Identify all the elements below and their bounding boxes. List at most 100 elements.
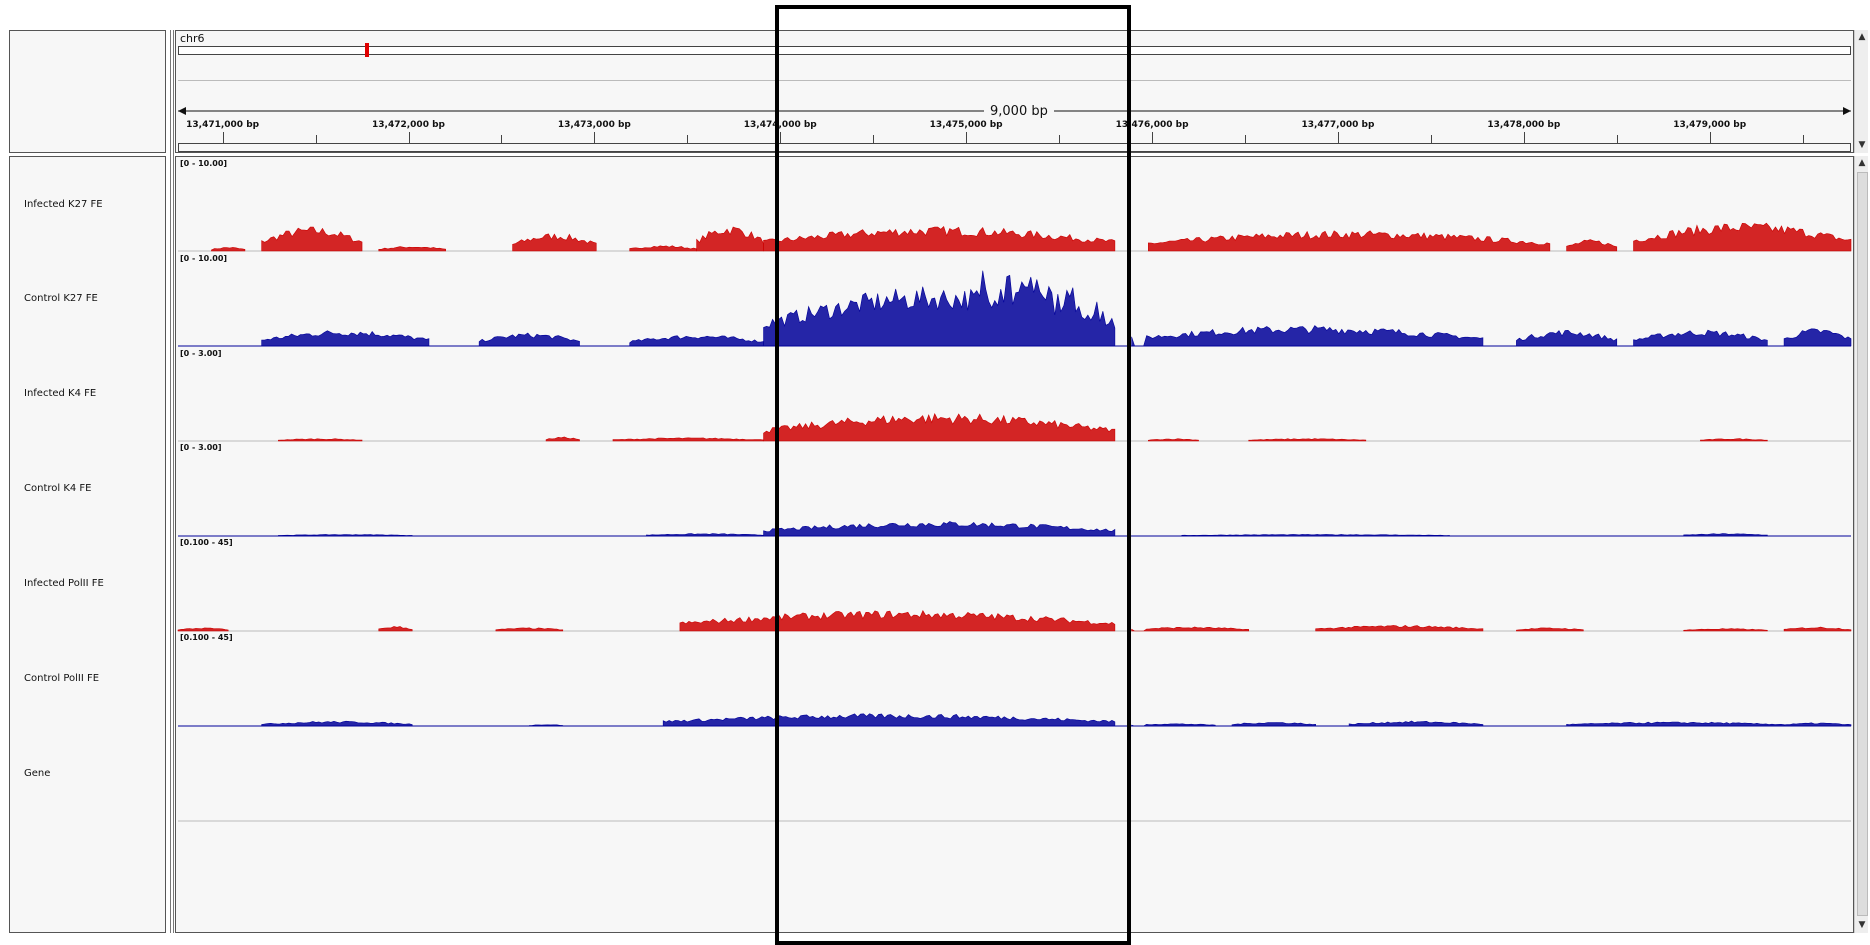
data-scrollbar[interactable]: ▲ ▼ [1854,156,1868,933]
ruler-tick [594,132,596,143]
coverage-segment [629,335,764,347]
coverage-segment [1131,723,1216,727]
ruler-tick-label: 13,471,000 bp [186,120,260,130]
span-label: 9,000 bp [984,104,1054,119]
scroll-down-icon[interactable]: ▼ [1858,140,1866,150]
data-range-control-polii: [0.100 - 45] [180,633,233,642]
track-name-control-polii[interactable]: Control PolII FE [24,673,100,684]
header-scrollbar[interactable]: ▲ ▼ [1854,30,1868,153]
data-range-infected-k27: [0 - 10.00] [180,159,228,168]
scroll-up-icon[interactable]: ▲ [1858,32,1866,42]
coverage-segment [261,720,413,727]
tracks-canvas [177,222,1852,822]
coverage-segment [211,247,246,252]
attribute-divider[interactable] [170,30,174,933]
ruler-minor-tick [687,135,689,143]
ruler-minor-tick [1059,135,1061,143]
coverage-segment [278,534,413,537]
coverage-segment [612,437,764,442]
ruler-tick [1709,132,1711,143]
ruler-bottom [178,151,1851,152]
ruler-minor-tick [1616,135,1618,143]
track-name-gene[interactable]: Gene [24,768,51,779]
coverage-segment [278,438,363,442]
coverage-segment [629,245,697,252]
coverage-segment [1516,627,1584,632]
coverage-segment [1348,720,1484,727]
coverage-segment [378,626,413,632]
ruler-tick-label: 13,475,000 bp [929,120,1003,130]
track-name-control-k4[interactable]: Control K4 FE [24,483,92,494]
ideogram-separator [178,80,1851,81]
chromosome-ideogram[interactable] [178,46,1851,55]
coverage-segment [1148,230,1551,252]
coverage-segment [1231,722,1316,727]
coverage-segment [1315,625,1484,632]
scroll-down-icon[interactable]: ▼ [1858,920,1866,930]
coverage-segment [763,521,1116,537]
coverage-segment [1131,626,1250,632]
coverage-segment [1783,626,1852,632]
ruler-tick [1152,132,1154,143]
coverage-segment [1181,534,1450,537]
ruler-minor-tick [501,135,503,143]
coverage-segment [1516,329,1618,347]
name-panel-header [9,30,166,153]
ruler-tick [1523,132,1525,143]
data-range-control-k4: [0 - 3.00] [180,443,222,452]
coverage-segment [1783,722,1852,727]
coverage-segment [1566,721,1785,727]
coverage-segment [545,436,580,442]
data-range-infected-k4: [0 - 3.00] [180,349,222,358]
coverage-segment [261,330,430,347]
track-name-infected-polii[interactable]: Infected PolII FE [24,578,104,589]
ruler-tick [1337,132,1339,143]
coverage-segment [1633,329,1768,347]
chromosome-label: chr6 [180,32,205,45]
ruler-minor-tick [1802,135,1804,143]
highlight-region-box [775,5,1131,945]
ruler-tick-label: 13,474,000 bp [743,120,817,130]
ruler-right-edge [1850,143,1851,152]
coverage-segment [646,533,764,537]
coverage-segment [696,226,764,252]
coverage-segment [763,225,1116,252]
data-panel: [0 - 10.00] [0 - 10.00] [0 - 3.00] [0 - … [175,156,1854,933]
coverage-segment [261,226,363,252]
data-range-infected-polii: [0.100 - 45] [180,538,233,547]
ruler-tick-label: 13,478,000 bp [1487,120,1561,130]
coverage-segment [763,413,1116,442]
coverage-segment [1566,239,1618,252]
coverage-segment [1783,328,1852,347]
coverage-segment [1248,438,1367,442]
ruler-minor-tick [1245,135,1246,143]
coverage-segment [763,270,1116,347]
ruler-tick-label: 13,477,000 bp [1301,120,1375,130]
ruler-tick-label: 13,479,000 bp [1673,120,1747,130]
ruler-tick [966,132,968,143]
coverage-segment [529,724,564,727]
coverage-segment [1683,533,1768,537]
coverage-segment [478,332,580,347]
track-name-infected-k4[interactable]: Infected K4 FE [24,388,97,399]
data-range-control-k27: [0 - 10.00] [180,254,228,263]
scroll-up-icon[interactable]: ▲ [1858,158,1866,168]
ruler-tick-label: 13,473,000 bp [557,120,631,130]
scroll-thumb[interactable] [1857,172,1868,916]
ruler-tick-label: 13,476,000 bp [1115,120,1189,130]
coverage-segment [1131,325,1484,347]
coverage-segment [512,233,597,252]
ruler-panel: chr6 9,000 bp 13,471,000 bp 13,472,000 bp… [175,30,1854,153]
coverage-segment [1683,628,1768,632]
coverage-segment [177,627,229,632]
ruler-tick [408,132,410,143]
coverage-segment [378,246,446,252]
ruler-minor-tick [1430,135,1432,143]
coverage-segment [679,610,1116,632]
ruler-ticks: 13,471,000 bp 13,472,000 bp 13,473,000 bp 1… [176,31,1855,154]
track-name-control-k27[interactable]: Control K27 FE [24,293,98,304]
ruler-baseline [178,143,1851,144]
track-name-infected-k27[interactable]: Infected K27 FE [24,199,103,210]
name-panel-tracks: Infected K27 FE Control K27 FE Infected … [9,156,166,933]
ruler-tick [222,132,224,143]
